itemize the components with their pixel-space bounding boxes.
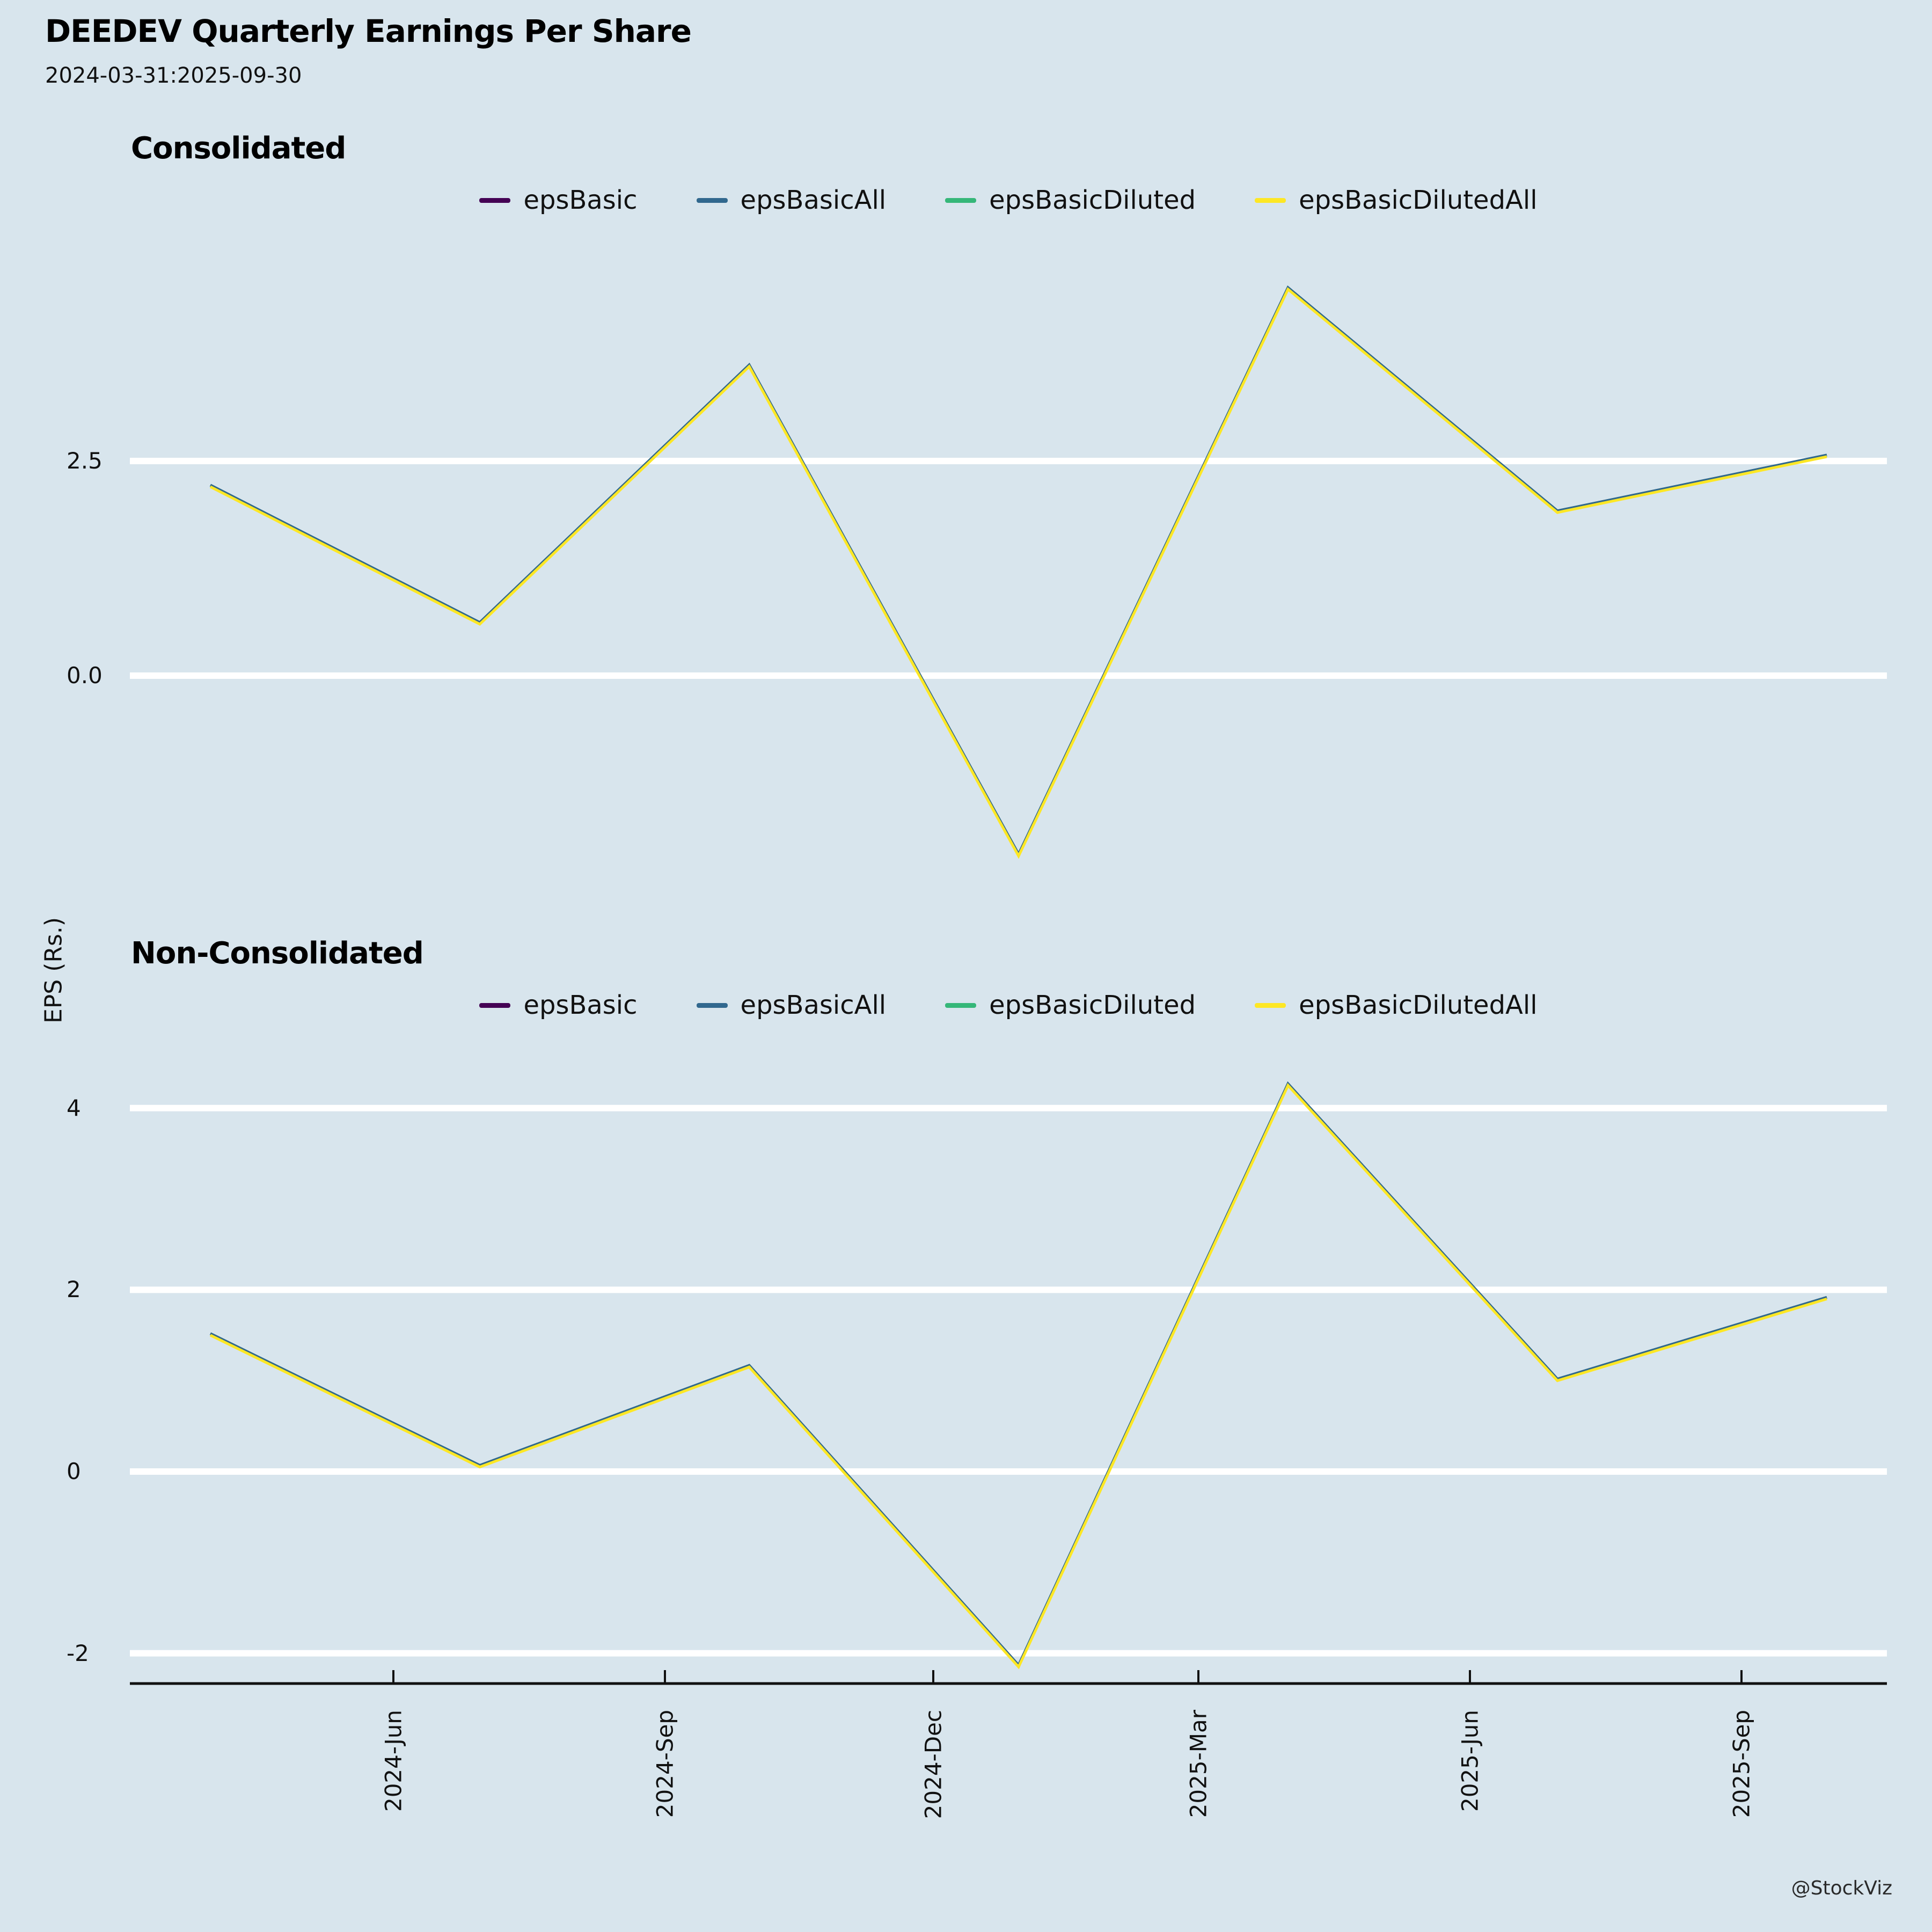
epsBasicDilutedAll-swatch-icon <box>1255 197 1286 203</box>
series-lines-consolidated <box>209 286 1827 859</box>
y-tick-label: 4 <box>67 1094 81 1121</box>
x-tick-label: 2024-Jun <box>380 1710 407 1812</box>
epsBasicDiluted-swatch-icon <box>945 197 977 203</box>
legend-item-epsBasicAll: epsBasicAll <box>696 990 887 1020</box>
series-line-epsBasicDilutedAll <box>209 1083 1827 1670</box>
legend-consolidated: epsBasic epsBasicAll epsBasicDiluted eps… <box>130 181 1887 219</box>
legend-item-epsBasicDilutedAll: epsBasicDilutedAll <box>1255 990 1538 1020</box>
epsBasicDiluted-swatch-icon <box>945 1002 977 1008</box>
series-line-epsBasic <box>209 1081 1827 1668</box>
x-tick-label: 2025-Sep <box>1729 1710 1755 1818</box>
x-tick-label: 2025-Jun <box>1457 1710 1483 1812</box>
epsBasicAll-swatch-icon <box>696 197 728 203</box>
x-tick-label: 2024-Dec <box>920 1710 947 1819</box>
x-tick-label: 2025-Mar <box>1185 1709 1212 1818</box>
epsBasicAll-swatch-icon <box>696 1002 728 1008</box>
legend-label: epsBasic <box>523 990 638 1020</box>
y-tick-label: 2.5 <box>67 448 103 474</box>
legend-label: epsBasicAll <box>740 990 887 1020</box>
y-tick-label: 2 <box>67 1276 81 1303</box>
series-line-epsBasicDiluted <box>209 1081 1827 1668</box>
legend-label: epsBasicAll <box>740 185 887 215</box>
legend-item-epsBasicDiluted: epsBasicDiluted <box>945 990 1196 1020</box>
legend-item-epsBasicDilutedAll: epsBasicDilutedAll <box>1255 185 1538 215</box>
chart-title: DEEDEV Quarterly Earnings Per Share <box>45 13 692 49</box>
series-line-epsBasicDiluted <box>209 286 1827 858</box>
x-tick-label: 2024-Sep <box>652 1710 678 1818</box>
legend-item-epsBasicAll: epsBasicAll <box>696 185 887 215</box>
legend-item-epsBasic: epsBasic <box>479 185 638 215</box>
legend-nonconsolidated: epsBasic epsBasicAll epsBasicDiluted eps… <box>130 986 1887 1024</box>
epsBasicDilutedAll-swatch-icon <box>1255 1002 1286 1008</box>
legend-label: epsBasicDiluted <box>989 990 1196 1020</box>
series-line-epsBasicAll <box>209 1081 1827 1668</box>
x-tick-labels: 2024-Jun 2024-Sep 2024-Dec 2025-Mar 2025-Jun… <box>380 1709 1755 1819</box>
gridlines-consolidated <box>130 458 1887 679</box>
series-line-epsBasicAll <box>209 286 1827 858</box>
legend-label: epsBasicDiluted <box>989 185 1196 215</box>
x-axis <box>130 1670 1887 1685</box>
heading-nonconsolidated: Non-Consolidated <box>131 936 424 971</box>
series-line-epsBasic <box>209 286 1827 858</box>
y-axis-title: EPS (Rs.) <box>40 917 68 1024</box>
legend-item-epsBasic: epsBasic <box>479 990 638 1020</box>
series-line-epsBasicDilutedAll <box>209 287 1827 859</box>
series-lines-nonconsolidated <box>209 1081 1827 1670</box>
legend-label: epsBasicDilutedAll <box>1299 990 1538 1020</box>
gridlines-nonconsolidated <box>130 1104 1887 1657</box>
legend-item-epsBasicDiluted: epsBasicDiluted <box>945 185 1196 215</box>
y-tick-label: 0.0 <box>67 662 103 689</box>
watermark-stockviz: @StockViz <box>1791 1877 1892 1899</box>
epsBasic-swatch-icon <box>479 1002 511 1008</box>
epsBasic-swatch-icon <box>479 197 511 203</box>
legend-label: epsBasic <box>523 185 638 215</box>
y-tick-label: 0 <box>67 1458 81 1484</box>
legend-label: epsBasicDilutedAll <box>1299 185 1538 215</box>
heading-consolidated: Consolidated <box>131 131 346 166</box>
y-tick-label: -2 <box>67 1640 89 1666</box>
chart-subtitle: 2024-03-31:2025-09-30 <box>45 63 302 88</box>
